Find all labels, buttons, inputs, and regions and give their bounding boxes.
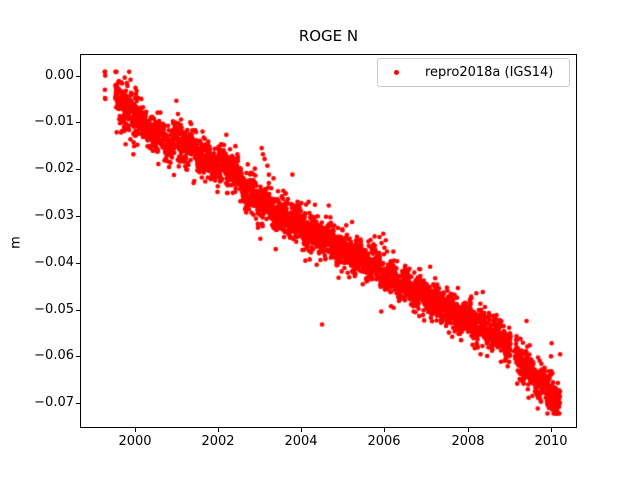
y-tick-label: −0.04: [34, 255, 74, 270]
scatter-points-canvas: [81, 55, 576, 427]
y-tick-label: −0.02: [34, 161, 74, 176]
x-tick-label: 2004: [284, 434, 318, 449]
y-tick-label: 0.00: [45, 68, 74, 83]
x-tick-mark: [135, 428, 136, 432]
y-tick-label: −0.05: [34, 302, 74, 317]
x-tick-label: 2010: [534, 434, 568, 449]
x-tick-mark: [384, 428, 385, 432]
y-tick-mark: [76, 169, 80, 170]
x-tick-label: 2002: [201, 434, 235, 449]
x-tick-label: 2006: [367, 434, 401, 449]
x-tick-label: 2008: [451, 434, 485, 449]
y-tick-label: −0.07: [34, 395, 74, 410]
y-tick-label: −0.01: [34, 114, 74, 129]
y-tick-mark: [76, 356, 80, 357]
y-tick-mark: [76, 310, 80, 311]
x-tick-mark: [551, 428, 552, 432]
chart-title: ROGE N: [298, 27, 359, 45]
x-tick-mark: [218, 428, 219, 432]
y-tick-mark: [76, 76, 80, 77]
y-tick-label: −0.03: [34, 208, 74, 223]
y-tick-mark: [76, 403, 80, 404]
legend: repro2018a (IGS14): [377, 58, 570, 87]
legend-label: repro2018a (IGS14): [425, 65, 554, 80]
y-tick-mark: [76, 216, 80, 217]
y-tick-mark: [76, 122, 80, 123]
x-tick-mark: [468, 428, 469, 432]
y-tick-mark: [76, 263, 80, 264]
y-tick-label: −0.06: [34, 348, 74, 363]
x-tick-label: 2000: [118, 434, 152, 449]
plot-area: [80, 54, 577, 428]
legend-marker-icon: [394, 70, 399, 75]
x-tick-mark: [301, 428, 302, 432]
